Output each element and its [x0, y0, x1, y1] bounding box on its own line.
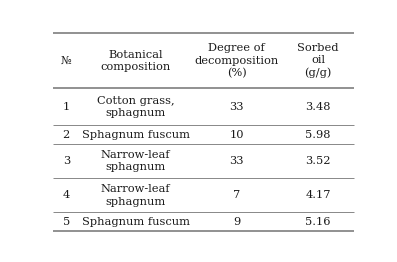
Text: Degree of
decomposition
(%): Degree of decomposition (%)	[195, 43, 279, 78]
Text: №: №	[61, 56, 71, 66]
Text: 5.16: 5.16	[305, 217, 331, 227]
Text: 3.48: 3.48	[305, 102, 331, 112]
Text: Sorbed
oil
(g/g): Sorbed oil (g/g)	[297, 43, 339, 79]
Text: 10: 10	[229, 130, 244, 140]
Text: 3.52: 3.52	[305, 156, 331, 166]
Text: 5: 5	[63, 217, 70, 227]
Text: Narrow-leaf
sphagnum: Narrow-leaf sphagnum	[101, 150, 170, 172]
Text: 33: 33	[229, 102, 244, 112]
Text: Narrow-leaf
sphagnum: Narrow-leaf sphagnum	[101, 184, 170, 206]
Text: 2: 2	[63, 130, 70, 140]
Text: 4: 4	[63, 190, 70, 200]
Text: Botanical
composition: Botanical composition	[100, 50, 171, 72]
Text: Sphagnum fuscum: Sphagnum fuscum	[82, 217, 190, 227]
Text: 5.98: 5.98	[305, 130, 331, 140]
Text: 3: 3	[63, 156, 70, 166]
Text: 33: 33	[229, 156, 244, 166]
Text: 1: 1	[63, 102, 70, 112]
Text: Cotton grass,
sphagnum: Cotton grass, sphagnum	[97, 96, 174, 118]
Text: Sphagnum fuscum: Sphagnum fuscum	[82, 130, 190, 140]
Text: 7: 7	[233, 190, 240, 200]
Text: 4.17: 4.17	[305, 190, 331, 200]
Text: 9: 9	[233, 217, 240, 227]
